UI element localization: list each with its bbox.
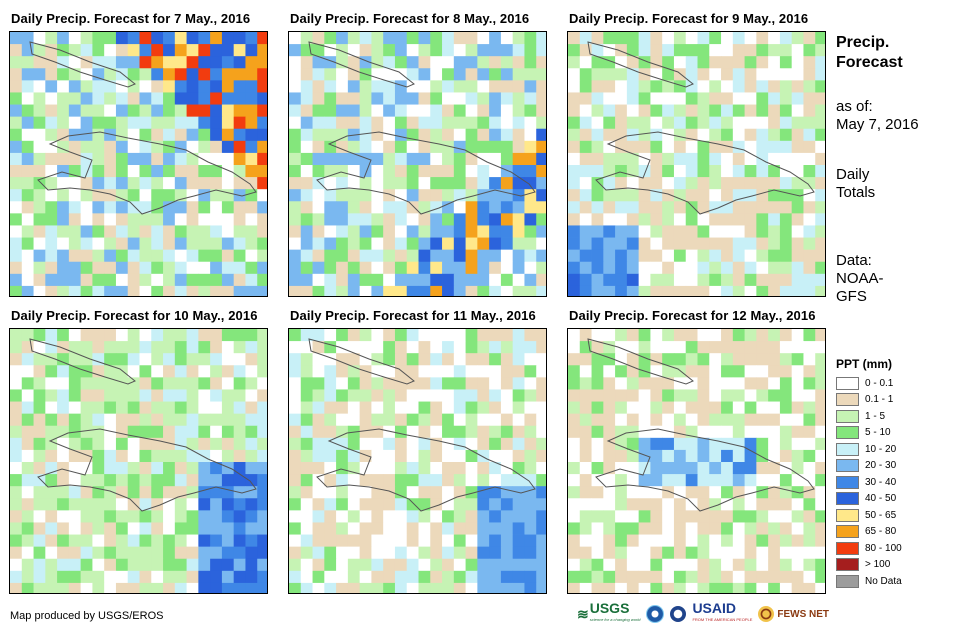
island-outline bbox=[595, 428, 815, 512]
as-of-label: as of: bbox=[836, 98, 873, 115]
legend-swatch bbox=[836, 442, 859, 456]
legend-item: 80 - 100 bbox=[836, 540, 902, 557]
legend-item: > 100 bbox=[836, 557, 902, 574]
legend-item: 50 - 65 bbox=[836, 507, 902, 524]
map-panel-5 bbox=[288, 328, 547, 594]
coastline-outline bbox=[587, 338, 694, 385]
island-outline bbox=[37, 131, 257, 215]
island-outline bbox=[316, 428, 536, 512]
legend-label: 0 - 0.1 bbox=[865, 377, 894, 389]
legend-label: > 100 bbox=[865, 559, 891, 571]
legend-label: 50 - 65 bbox=[865, 509, 897, 521]
legend-swatch bbox=[836, 426, 859, 440]
island-outline bbox=[37, 428, 257, 512]
legend-item: 0 - 0.1 bbox=[836, 375, 902, 392]
legend-item: 40 - 50 bbox=[836, 491, 902, 508]
daily-totals-line2: Totals bbox=[836, 184, 876, 201]
legend-swatch bbox=[836, 393, 859, 407]
legend-swatch bbox=[836, 376, 859, 390]
island-outline bbox=[316, 131, 536, 215]
side-title-line2: Forecast bbox=[836, 54, 903, 71]
usaid-tagline: FROM THE AMERICAN PEOPLE bbox=[692, 617, 753, 622]
legend-label: 20 - 30 bbox=[865, 460, 897, 472]
map-panel-4 bbox=[9, 328, 268, 594]
legend-title: PPT (mm) bbox=[836, 357, 893, 371]
legend-label: 10 - 20 bbox=[865, 443, 897, 455]
data-source-line1: Data: bbox=[836, 252, 872, 269]
coastline-outline bbox=[29, 338, 136, 385]
fewsnet-globe-icon bbox=[758, 606, 775, 622]
island-outline bbox=[595, 131, 815, 215]
data-source: Data: NOAA- GFS bbox=[836, 252, 884, 306]
daily-totals-line1: Daily bbox=[836, 166, 870, 183]
coastline-outline bbox=[587, 41, 694, 88]
usaid-logo-text: USAID bbox=[692, 600, 736, 616]
data-source-line2: NOAA- bbox=[836, 270, 884, 287]
precip-grid bbox=[10, 32, 267, 296]
legend-item: No Data bbox=[836, 573, 902, 590]
agency-logos: ≋ USGS science for a changing world USAI… bbox=[577, 600, 835, 625]
map-panel-6 bbox=[567, 328, 826, 594]
as-of-date: May 7, 2016 bbox=[836, 116, 919, 133]
panel-title-5: Daily Precip. Forecast for 11 May., 2016 bbox=[290, 308, 536, 323]
precip-grid bbox=[289, 32, 546, 296]
data-source-line3: GFS bbox=[836, 288, 867, 305]
legend-swatch bbox=[836, 574, 859, 588]
legend-swatch bbox=[836, 525, 859, 539]
legend-item: 1 - 5 bbox=[836, 408, 902, 425]
legend-item: 5 - 10 bbox=[836, 425, 902, 442]
legend-item: 20 - 30 bbox=[836, 458, 902, 475]
usaid-seal-icon bbox=[670, 606, 687, 622]
legend-swatch bbox=[836, 409, 859, 423]
usaid-logo: USAID FROM THE AMERICAN PEOPLE bbox=[692, 600, 753, 625]
precip-grid bbox=[568, 329, 825, 593]
panel-title-4: Daily Precip. Forecast for 10 May., 2016 bbox=[11, 308, 258, 323]
legend-swatch bbox=[836, 475, 859, 489]
map-panel-3 bbox=[567, 31, 826, 297]
usgs-wave-icon: ≋ bbox=[577, 605, 589, 622]
panel-title-1: Daily Precip. Forecast for 7 May., 2016 bbox=[11, 11, 251, 26]
legend-item: 10 - 20 bbox=[836, 441, 902, 458]
legend-swatch bbox=[836, 459, 859, 473]
fewsnet-logo: FEWS NET bbox=[758, 606, 829, 622]
side-title-line1: Precip. bbox=[836, 34, 890, 51]
legend-swatch bbox=[836, 508, 859, 522]
map-credit: Map produced by USGS/EROS bbox=[10, 610, 164, 622]
legend-label: 65 - 80 bbox=[865, 526, 897, 538]
legend-label: No Data bbox=[865, 575, 902, 587]
map-panel-1 bbox=[9, 31, 268, 297]
legend-swatch bbox=[836, 558, 859, 572]
fewsnet-logo-text: FEWS NET bbox=[777, 608, 830, 620]
legend-label: 1 - 5 bbox=[865, 410, 886, 422]
legend-item: 30 - 40 bbox=[836, 474, 902, 491]
panel-title-3: Daily Precip. Forecast for 9 May., 2016 bbox=[569, 11, 809, 26]
legend-label: 0.1 - 1 bbox=[865, 394, 894, 406]
precip-grid bbox=[568, 32, 825, 296]
legend-item: 0.1 - 1 bbox=[836, 392, 902, 409]
precip-grid bbox=[289, 329, 546, 593]
panel-title-6: Daily Precip. Forecast for 12 May., 2016 bbox=[569, 308, 816, 323]
legend-label: 80 - 100 bbox=[865, 542, 902, 554]
legend-label: 40 - 50 bbox=[865, 493, 897, 505]
side-title: Precip. Forecast bbox=[836, 33, 903, 73]
legend-label: 30 - 40 bbox=[865, 476, 897, 488]
legend-item: 65 - 80 bbox=[836, 524, 902, 541]
coastline-outline bbox=[308, 338, 415, 385]
map-panel-2 bbox=[288, 31, 547, 297]
coastline-outline bbox=[308, 41, 415, 88]
precip-grid bbox=[10, 329, 267, 593]
legend-swatch bbox=[836, 541, 859, 555]
legend: PPT (mm) 0 - 0.1 0.1 - 1 1 - 5 5 - 10 10 - 2… bbox=[836, 357, 902, 590]
coastline-outline bbox=[29, 41, 136, 88]
as-of: as of: May 7, 2016 bbox=[836, 98, 919, 134]
legend-items: 0 - 0.1 0.1 - 1 1 - 5 5 - 10 10 - 20 20 - 30 3… bbox=[836, 375, 902, 590]
usgs-logo-text: USGS bbox=[589, 600, 630, 616]
panel-title-2: Daily Precip. Forecast for 8 May., 2016 bbox=[290, 11, 530, 26]
usgs-tagline: science for a changing world bbox=[589, 617, 641, 622]
legend-swatch bbox=[836, 492, 859, 506]
noaa-seal-icon bbox=[646, 605, 665, 623]
usgs-logo: ≋ USGS science for a changing world bbox=[577, 600, 641, 625]
daily-totals: Daily Totals bbox=[836, 166, 875, 202]
legend-label: 5 - 10 bbox=[865, 427, 891, 439]
